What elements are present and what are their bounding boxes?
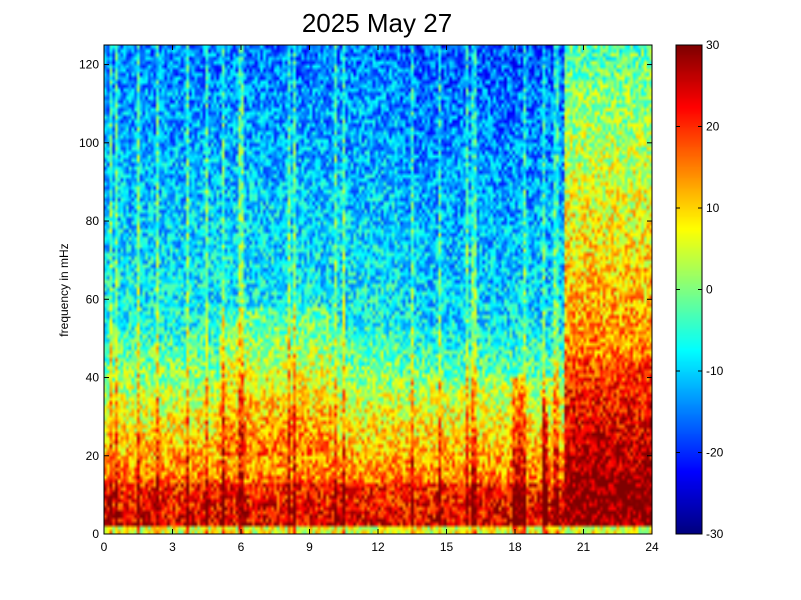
y-axis-label: frequency in mHz <box>57 243 71 336</box>
colorbar-ticks: -30 -20 -10 0 10 20 30 <box>676 38 724 541</box>
colorbar-tick-label: 30 <box>706 38 720 52</box>
x-axis: 0 3 6 9 12 15 18 21 24 <box>101 45 659 554</box>
y-tick-label: 0 <box>92 527 99 541</box>
x-tick-label: 0 <box>101 540 108 554</box>
x-tick-label: 21 <box>577 540 591 554</box>
heatmap-image <box>104 45 652 534</box>
x-tick-label: 3 <box>169 540 176 554</box>
colorbar-tick-label: -10 <box>706 364 724 378</box>
colorbar-tick-label: 0 <box>706 283 713 297</box>
y-tick-label: 80 <box>86 214 100 228</box>
x-tick-label: 24 <box>645 540 659 554</box>
colorbar-tick-label: 10 <box>706 201 720 215</box>
x-tick-label: 9 <box>306 540 313 554</box>
chart-title: 2025 May 27 <box>302 8 452 38</box>
x-tick-label: 12 <box>371 540 385 554</box>
y-tick-label: 100 <box>79 136 99 150</box>
x-tick-label: 18 <box>508 540 522 554</box>
y-tick-label: 40 <box>86 371 100 385</box>
y-tick-label: 20 <box>86 449 100 463</box>
colorbar-tick-label: -20 <box>706 446 724 460</box>
colorbar-tick-label: -30 <box>706 527 724 541</box>
y-axis: 0 20 40 60 80 100 120 <box>79 58 652 541</box>
colorbar: -30 -20 -10 0 10 20 30 <box>675 38 724 541</box>
colorbar-tick-label: 20 <box>706 120 720 134</box>
x-tick-label: 15 <box>440 540 454 554</box>
heatmap-area <box>103 44 653 535</box>
colorbar-gradient <box>676 45 702 534</box>
x-tick-label: 6 <box>238 540 245 554</box>
y-tick-label: 120 <box>79 58 99 72</box>
y-tick-label: 60 <box>86 292 100 306</box>
